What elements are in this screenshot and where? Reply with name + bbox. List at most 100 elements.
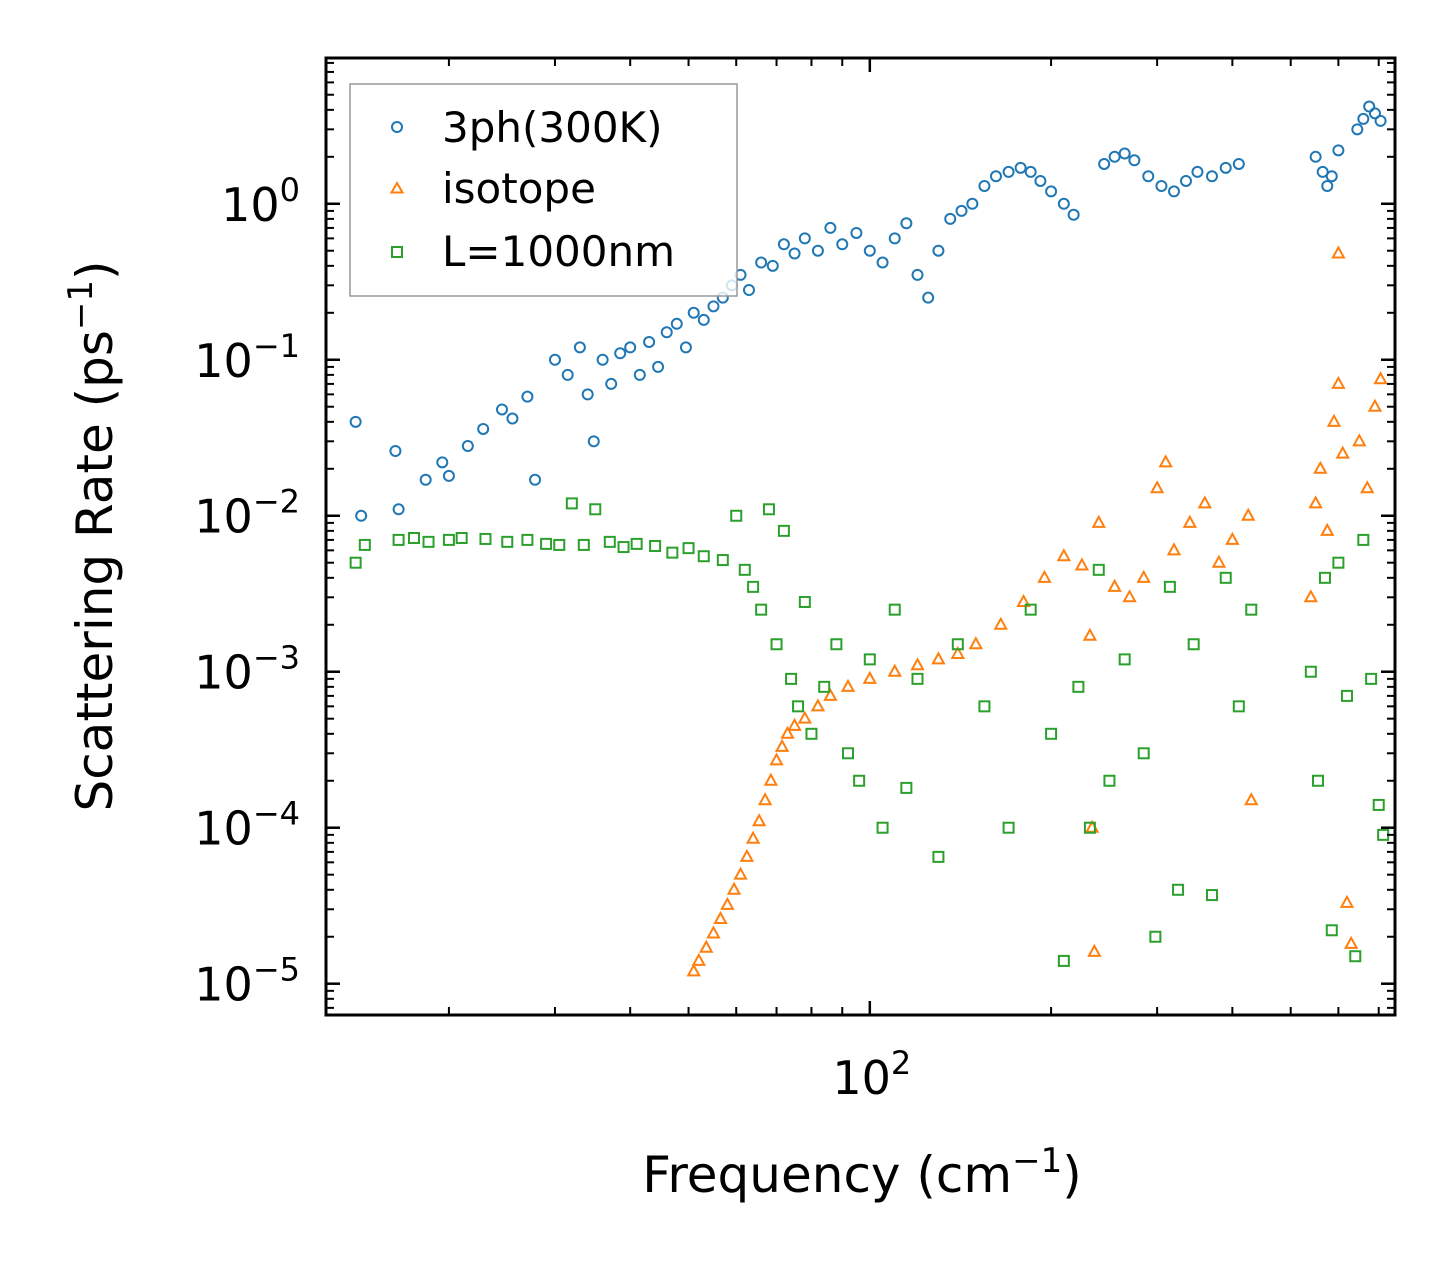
data-point bbox=[521, 533, 534, 546]
data-point bbox=[1083, 821, 1096, 834]
data-point bbox=[506, 412, 519, 425]
data-point bbox=[479, 532, 492, 545]
data-point bbox=[1167, 185, 1180, 198]
data-point bbox=[682, 542, 695, 555]
data-point bbox=[978, 700, 991, 713]
data-point bbox=[1241, 507, 1256, 521]
legend-label-isotope: isotope bbox=[442, 164, 596, 213]
data-point bbox=[1098, 157, 1111, 170]
data-point bbox=[1225, 531, 1240, 545]
data-point bbox=[910, 657, 925, 671]
data-point bbox=[617, 541, 630, 554]
y-tick-label-exp: −3 bbox=[253, 639, 300, 677]
data-point bbox=[1128, 154, 1141, 167]
data-point bbox=[1091, 514, 1106, 528]
y-tick-label: 10−3 bbox=[194, 639, 300, 700]
data-point bbox=[1325, 924, 1338, 937]
data-point bbox=[691, 952, 706, 966]
data-point bbox=[1082, 627, 1098, 641]
data-point bbox=[1372, 798, 1385, 811]
data-point bbox=[1304, 665, 1317, 678]
data-point bbox=[1309, 150, 1322, 163]
data-point bbox=[911, 672, 924, 685]
data-point bbox=[1308, 495, 1323, 509]
data-point bbox=[1191, 165, 1204, 178]
legend-marker-3ph bbox=[391, 121, 403, 133]
data-point bbox=[840, 678, 856, 692]
data-point bbox=[1103, 774, 1116, 787]
data-point bbox=[1373, 371, 1388, 385]
data-point bbox=[1367, 398, 1383, 412]
data-point bbox=[1303, 589, 1319, 603]
data-point bbox=[1166, 542, 1182, 556]
y-tick-label-exp: 0 bbox=[280, 171, 300, 209]
legend-marker-L1000nm bbox=[391, 246, 403, 258]
data-point bbox=[573, 341, 586, 354]
data-point bbox=[442, 533, 455, 546]
data-point bbox=[1149, 480, 1165, 494]
data-point bbox=[755, 256, 768, 269]
data-point bbox=[769, 752, 784, 766]
data-point bbox=[1037, 569, 1052, 583]
data-point bbox=[1343, 935, 1359, 949]
data-point bbox=[787, 717, 802, 731]
data-point bbox=[1325, 170, 1338, 183]
data-point bbox=[738, 563, 751, 576]
data-point bbox=[716, 554, 729, 567]
data-point bbox=[565, 497, 578, 510]
data-point bbox=[1034, 174, 1047, 187]
data-point bbox=[1331, 245, 1346, 259]
y-axis-label-text: Scattering Rate (ps bbox=[66, 330, 124, 811]
data-point bbox=[1205, 170, 1218, 183]
data-point bbox=[944, 212, 957, 225]
y-tick-label-exp: −5 bbox=[253, 951, 300, 989]
data-point bbox=[876, 256, 889, 269]
data-point bbox=[614, 347, 627, 360]
data-point bbox=[1108, 150, 1121, 163]
data-point bbox=[888, 232, 901, 245]
y-tick-label: 10−4 bbox=[194, 795, 300, 856]
y-tick-label-base: 10 bbox=[194, 646, 253, 700]
data-point bbox=[1318, 571, 1331, 584]
data-point bbox=[1074, 557, 1090, 571]
data-point bbox=[1340, 689, 1353, 702]
data-point bbox=[1211, 554, 1227, 568]
data-point bbox=[1331, 375, 1346, 389]
data-point bbox=[770, 638, 783, 651]
data-point bbox=[810, 698, 826, 712]
data-point bbox=[1107, 578, 1122, 592]
data-point bbox=[850, 226, 863, 239]
data-point bbox=[697, 550, 710, 563]
data-point bbox=[455, 531, 468, 544]
data-point bbox=[932, 244, 945, 257]
plot-frame bbox=[324, 56, 1397, 1017]
data-point bbox=[742, 284, 755, 297]
data-point bbox=[1187, 638, 1200, 651]
y-tick-label-exp: −1 bbox=[253, 327, 300, 365]
data-point bbox=[751, 813, 767, 827]
y-tick-label: 100 bbox=[221, 171, 300, 232]
y-axis-label: Scattering Rate (ps−1) bbox=[61, 260, 124, 811]
data-point bbox=[1057, 197, 1070, 210]
data-point bbox=[876, 821, 889, 834]
data-point bbox=[501, 535, 514, 548]
data-point bbox=[633, 368, 646, 381]
data-point bbox=[1368, 107, 1381, 120]
data-point bbox=[763, 772, 779, 786]
series-1 bbox=[686, 245, 1388, 977]
data-point bbox=[1313, 460, 1328, 474]
data-point bbox=[966, 197, 979, 210]
data-point bbox=[836, 238, 849, 251]
data-point bbox=[1349, 950, 1362, 963]
data-point bbox=[818, 680, 831, 693]
data-point bbox=[1219, 161, 1232, 174]
data-point bbox=[766, 259, 779, 272]
x-tick-label-base: 10 bbox=[832, 1051, 891, 1105]
y-tick-label-exp: −4 bbox=[253, 795, 300, 833]
data-point bbox=[733, 866, 748, 880]
data-point bbox=[687, 306, 700, 319]
data-point bbox=[1045, 185, 1058, 198]
data-point bbox=[788, 247, 801, 260]
